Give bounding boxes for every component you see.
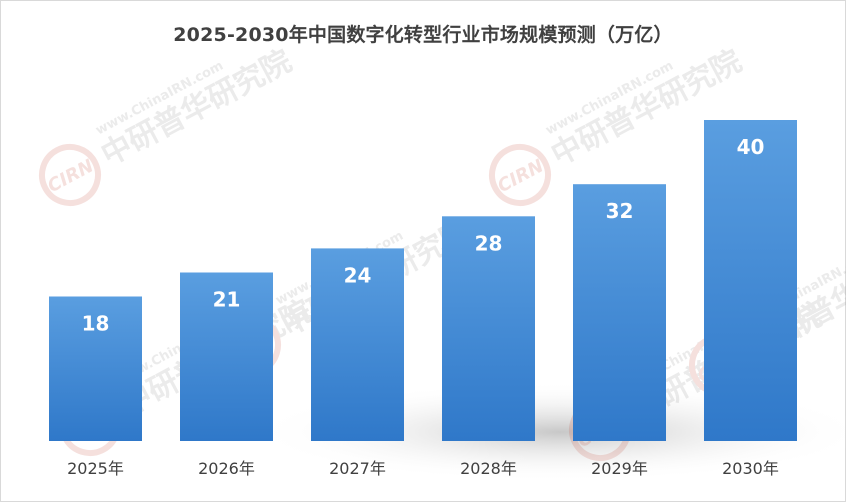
x-tick-label: 2030年 <box>722 459 779 478</box>
bar-2029年 <box>573 184 666 441</box>
svg-text:CIRN: CIRN <box>44 156 97 197</box>
chart-title: 2025-2030年中国数字化转型行业市场规模预测（万亿） <box>173 24 673 46</box>
data-label: 28 <box>475 231 503 255</box>
bar-2030年 <box>704 120 797 441</box>
svg-text:CIRN: CIRN <box>494 156 547 197</box>
x-tick-label: 2029年 <box>591 459 648 478</box>
data-label: 32 <box>606 199 634 223</box>
data-label: 24 <box>344 263 372 287</box>
x-tick-label: 2025年 <box>67 459 124 478</box>
data-label: 18 <box>82 312 110 336</box>
x-tick-label: 2027年 <box>329 459 386 478</box>
data-label: 40 <box>737 135 765 159</box>
bar-2025年 <box>49 296 142 441</box>
data-label: 21 <box>213 288 241 312</box>
bar-2028年 <box>442 216 535 441</box>
bar-2027年 <box>311 248 404 441</box>
bar-2026年 <box>180 272 273 441</box>
x-tick-label: 2026年 <box>198 459 255 478</box>
x-tick-label: 2028年 <box>460 459 517 478</box>
